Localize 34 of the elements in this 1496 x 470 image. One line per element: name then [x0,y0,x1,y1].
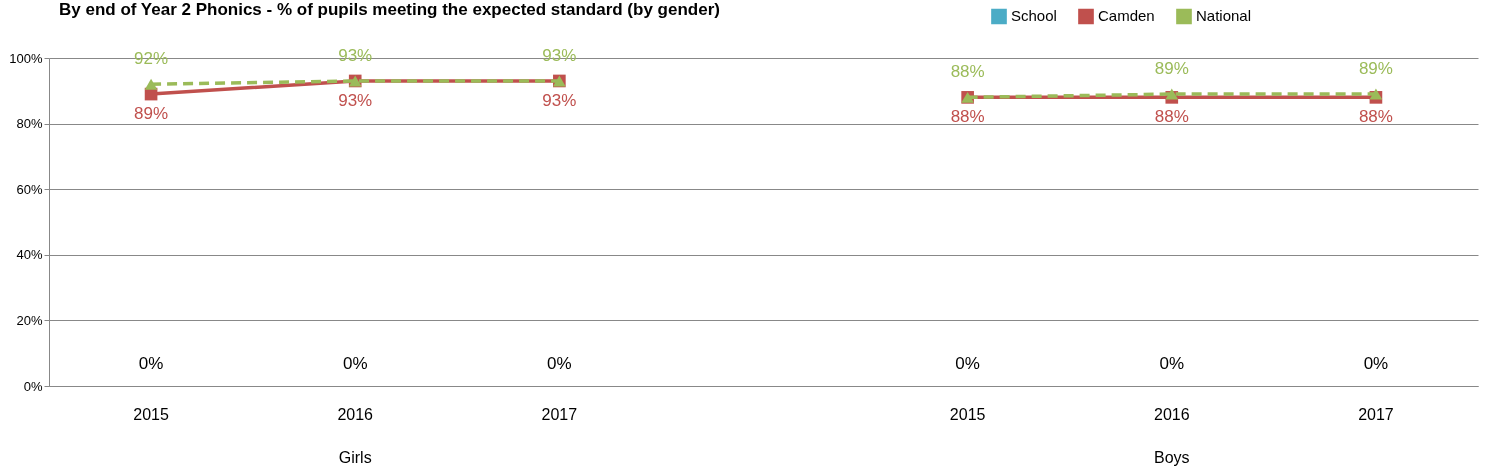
y-tick-label: 0% [23,378,43,394]
y-tick-label: 100% [9,50,43,66]
y-tick-label: 60% [16,181,43,197]
x-tick-label: 2015 [949,405,986,423]
data-label: 0% [138,354,164,373]
data-label: 89% [134,104,169,124]
data-label: 0% [342,354,368,373]
data-label: 0% [1363,354,1389,373]
x-tick-label: 2016 [337,405,374,423]
text: Boys [1154,449,1190,466]
legend-label: National [1196,7,1252,25]
legend-label: Camden [1098,7,1155,25]
legend-label: School [1011,7,1057,25]
data-label: 89% [1358,59,1393,79]
chart-title: By end of Year 2 Phonics - % of pupils meeting the expected standard (by gender) [59,0,720,19]
data-label: 88% [1154,107,1189,127]
data-label: 88% [950,62,985,82]
x-tick-label: 2017 [1358,405,1394,423]
data-label: 88% [1358,107,1393,127]
data-label: 89% [1154,59,1189,79]
x-tick-label: 2017 [541,405,578,423]
data-label: 93% [338,90,373,110]
x-tick-label: 2015 [133,405,169,423]
x-tick-label: 2016 [1153,405,1190,423]
data-label: 0% [547,354,572,373]
data-label: 0% [1159,354,1185,373]
point [144,78,158,90]
y-tick-label: 40% [16,247,43,263]
data-label: 93% [542,90,577,110]
data-label: 88% [950,107,985,127]
y-tick-label: 20% [16,312,43,328]
text: Girls [338,449,372,466]
data-label: 0% [955,354,980,373]
y-tick-label: 80% [16,116,43,132]
